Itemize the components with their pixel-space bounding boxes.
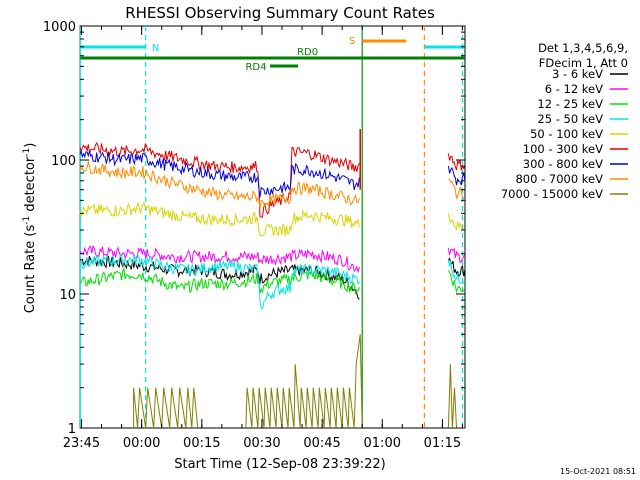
legend-label-7: 800 - 7000 keV	[515, 172, 603, 186]
series-line-1-0	[79, 244, 360, 274]
legend-label-2: 12 - 25 keV	[537, 97, 603, 111]
series-line-3-1	[447, 259, 466, 285]
legend-header-1: FDecim 1, Att 0	[539, 56, 628, 70]
status-bar-label-0: N	[152, 43, 159, 54]
series-line-8-0	[133, 387, 199, 429]
series-line-4-1	[447, 213, 466, 231]
y-tick-label-3: 1000	[43, 20, 76, 35]
series-line-6-1	[447, 166, 466, 186]
legend-label-1: 6 - 12 keV	[545, 82, 603, 96]
status-bar-label-3: RD0	[297, 47, 318, 58]
chart-title: RHESSI Observing Summary Count Rates	[125, 4, 435, 22]
legend-label-4: 50 - 100 keV	[530, 127, 603, 141]
series-line-1-1	[447, 247, 466, 264]
series-line-4-0	[79, 201, 360, 237]
series-line-3-0	[79, 253, 360, 310]
y-tick-label-1: 10	[59, 288, 76, 303]
x-axis-label: Start Time (12-Sep-08 23:39:22)	[174, 457, 385, 472]
x-tick-label-2: 00:15	[183, 436, 220, 451]
series-line-6-0	[79, 149, 360, 198]
x-tick-label-4: 00:45	[303, 436, 340, 451]
legend-label-6: 300 - 800 keV	[523, 157, 603, 171]
y-axis-label-end: )	[23, 143, 38, 148]
legend-label-0: 3 - 6 keV	[552, 67, 603, 81]
legend-label-8: 7000 - 15000 keV	[501, 187, 603, 201]
x-tick-label-1: 00:00	[123, 436, 160, 451]
series-line-7-1	[448, 178, 465, 200]
x-tick-label-6: 01:15	[424, 436, 461, 451]
footer-date: 15-Oct-2021 08:51	[560, 467, 636, 476]
x-tick-label-5: 01:00	[364, 436, 401, 451]
legend: Det 1,3,4,5,6,9,FDecim 1, Att 03 - 6 keV…	[501, 41, 628, 201]
y-axis-label: Count Rate (s-1 detector-1)	[22, 143, 38, 314]
x-tick-label-0: 23:45	[63, 436, 100, 451]
legend-label-3: 25 - 50 keV	[537, 112, 603, 126]
y-tick-label-2: 100	[51, 154, 76, 169]
y-axis-label-sup1: -1	[22, 216, 32, 225]
y-axis-label-mid: detector	[23, 156, 38, 216]
status-bar-label-4: RD4	[245, 62, 266, 73]
legend-label-5: 100 - 300 keV	[523, 142, 603, 156]
status-bar-label-2: S	[349, 36, 355, 47]
series-line-5-1	[447, 153, 466, 171]
y-axis-label-sup2: -1	[22, 148, 32, 157]
series-line-2-1	[447, 270, 466, 294]
series-line-8-1	[245, 334, 363, 429]
series-line-8-2	[447, 364, 457, 429]
x-tick-label-3: 00:30	[243, 436, 280, 451]
series-line-7-0	[79, 160, 360, 209]
y-tick-label-0: 1	[68, 422, 76, 437]
y-axis-label-main: Count Rate (s	[23, 225, 38, 314]
legend-header-0: Det 1,3,4,5,6,9,	[538, 41, 628, 55]
